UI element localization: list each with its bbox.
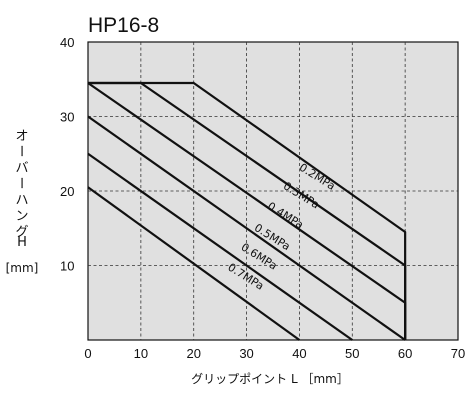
x-tick-label: 0 [84, 346, 91, 361]
x-tick-label: 10 [134, 346, 148, 361]
y-axis-label-char: オ [15, 129, 28, 144]
series-lines [87, 81, 407, 341]
y-axis-label-char: ー [13, 144, 28, 157]
y-axis-label-char: グ [15, 225, 28, 240]
y-axis-label-char: ー [13, 176, 28, 189]
x-tick-labels: 0 10 20 30 40 50 60 70 [84, 346, 465, 361]
x-axis-label: グリップポイント L ［mm］ [191, 372, 349, 386]
x-tick-label: 40 [292, 346, 306, 361]
series-line [87, 186, 301, 341]
x-tick-label: 30 [239, 346, 253, 361]
series-line [87, 82, 407, 340]
series-line [87, 152, 353, 341]
x-tick-label: 50 [345, 346, 359, 361]
y-axis-variable: H [17, 235, 27, 250]
y-axis-unit: [mm] [6, 261, 39, 275]
y-tick-label: 20 [60, 184, 74, 199]
x-tick-label: 60 [398, 346, 412, 361]
y-tick-label: 10 [60, 259, 74, 274]
y-tick-labels: 10 20 30 40 [60, 35, 74, 274]
x-tick-label: 20 [186, 346, 200, 361]
x-tick-label: 70 [451, 346, 465, 361]
chart-title: HP16-8 [88, 14, 159, 37]
y-axis-label-char: ン [15, 209, 28, 224]
y-tick-label: 30 [60, 110, 74, 125]
y-tick-label: 40 [60, 35, 74, 50]
series-line [87, 115, 406, 341]
y-axis-label-char: ハ [15, 193, 28, 208]
y-axis-label-char: バ [15, 161, 28, 176]
